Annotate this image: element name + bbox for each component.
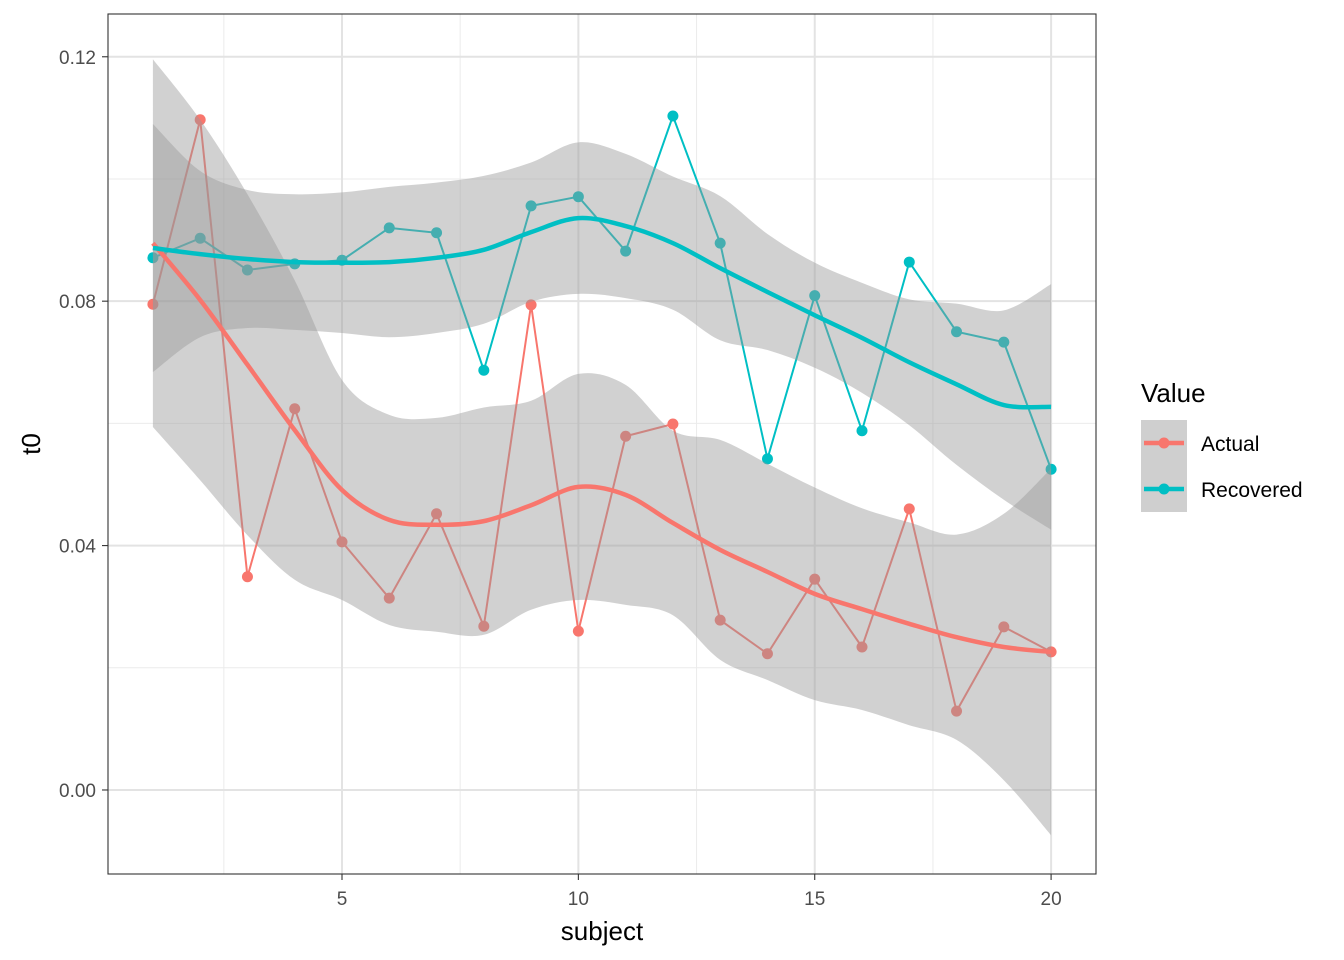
point-actual <box>478 620 490 632</box>
point-recovered <box>620 245 632 257</box>
point-actual <box>998 621 1010 633</box>
x-tick-label: 15 <box>804 889 825 910</box>
point-recovered <box>194 232 206 244</box>
point-actual <box>761 648 773 660</box>
point-recovered <box>998 336 1010 348</box>
point-actual <box>903 503 915 515</box>
legend-label-recovered: Recovered <box>1201 479 1303 502</box>
point-actual <box>383 592 395 604</box>
point-recovered <box>809 290 821 302</box>
x-axis-title: subject <box>561 916 644 946</box>
x-tick-label: 20 <box>1041 889 1062 910</box>
point-recovered <box>951 326 963 338</box>
x-axis: 5 10 15 20 <box>337 874 1062 910</box>
point-recovered <box>478 364 490 376</box>
legend-key-point <box>1158 437 1170 449</box>
y-tick-label: 0.08 <box>59 292 96 313</box>
y-tick-label: 0.12 <box>59 48 96 69</box>
panel-border <box>107 13 1097 875</box>
smooth-lines <box>151 215 1052 655</box>
raw-line-actual <box>151 119 1052 714</box>
point-actual <box>336 536 348 548</box>
y-axis: 0.00 0.04 0.08 0.12 <box>59 48 108 802</box>
point-recovered <box>856 425 868 437</box>
point-actual <box>241 571 253 583</box>
point-actual <box>147 298 159 310</box>
point-recovered <box>667 110 679 122</box>
point-actual <box>525 299 537 311</box>
point-recovered <box>525 200 537 212</box>
point-actual <box>714 614 726 626</box>
plot-panel <box>108 14 1096 874</box>
point-actual <box>194 114 206 126</box>
point-actual <box>289 403 301 415</box>
ribbons <box>152 59 1052 836</box>
point-recovered <box>903 256 915 268</box>
y-axis-title: t0 <box>16 433 46 455</box>
legend-title: Value <box>1141 378 1206 408</box>
grid <box>108 14 1096 874</box>
confidence-band-recovered <box>152 123 1052 530</box>
point-recovered <box>1045 463 1057 475</box>
point-recovered <box>147 252 159 264</box>
point-recovered <box>714 237 726 249</box>
y-tick-label: 0.00 <box>59 781 96 802</box>
confidence-band-actual <box>152 59 1052 836</box>
y-tick-label: 0.04 <box>59 537 96 558</box>
legend-key-point <box>1158 483 1170 495</box>
point-actual <box>431 508 443 520</box>
point-actual <box>809 573 821 585</box>
point-actual <box>620 430 632 442</box>
legend-label-actual: Actual <box>1201 433 1259 456</box>
smooth-line-recovered <box>152 215 1052 410</box>
x-tick-label: 5 <box>337 889 348 910</box>
smooth-line-actual <box>151 241 1052 655</box>
point-actual <box>572 625 584 637</box>
point-actual <box>951 705 963 717</box>
legend: Value Actual Recovered <box>1141 378 1303 512</box>
point-actual <box>667 418 679 430</box>
point-recovered <box>761 453 773 465</box>
point-actual <box>856 641 868 653</box>
points <box>147 110 1057 717</box>
point-recovered <box>383 222 395 234</box>
x-tick-label: 10 <box>568 889 589 910</box>
point-recovered <box>431 227 443 239</box>
point-recovered <box>572 191 584 203</box>
point-recovered <box>241 264 253 276</box>
